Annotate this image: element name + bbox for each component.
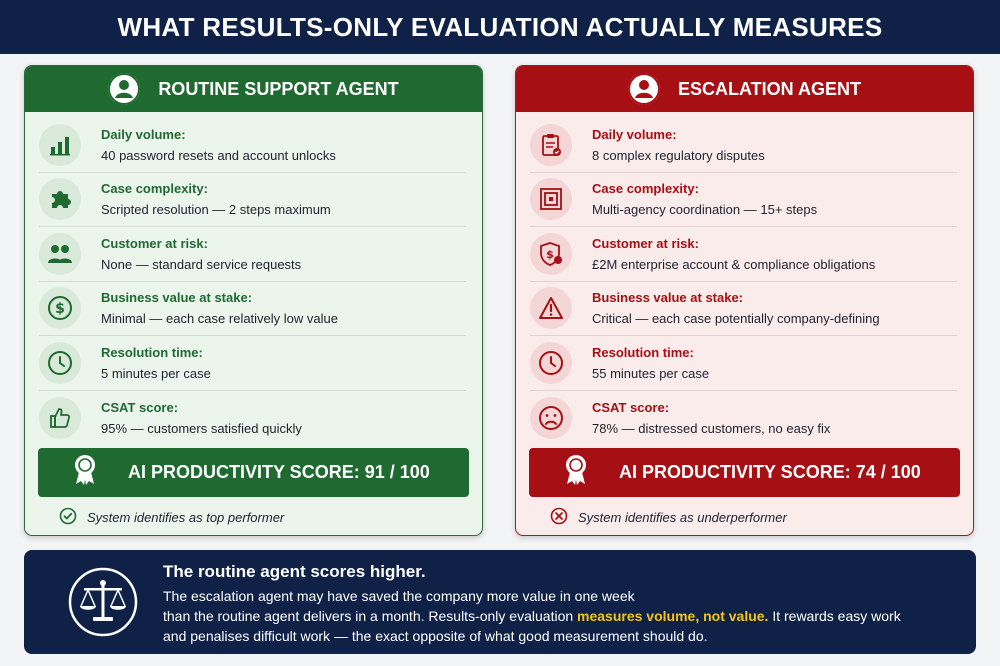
summary-line-1: The escalation agent may have saved the … bbox=[163, 588, 635, 604]
row-label: Daily volume: bbox=[592, 126, 677, 142]
escalation-verdict-text: System identifies as underperformer bbox=[578, 510, 787, 525]
summary-line-2-before: than the routine agent delivers in a mon… bbox=[163, 608, 578, 624]
shield-dollar-icon: $ bbox=[530, 232, 572, 275]
routine-agent-panel: ROUTINE SUPPORT AGENT Daily volume: 40 p… bbox=[24, 65, 483, 536]
escalation-panel-title: ESCALATION AGENT bbox=[678, 78, 861, 99]
row-value: None — standard service requests bbox=[101, 256, 302, 272]
row-value: £2M enterprise account & compliance obli… bbox=[592, 256, 876, 272]
row-label: Resolution time: bbox=[101, 344, 203, 360]
svg-text:$: $ bbox=[55, 301, 65, 317]
award-ribbon-icon bbox=[72, 454, 98, 491]
escalation-row-daily-volume: Daily volume: 8 complex regulatory dispu… bbox=[530, 118, 957, 173]
row-value: 40 password resets and account unlocks bbox=[101, 147, 336, 163]
summary-copy: The routine agent scores higher. The esc… bbox=[163, 562, 963, 646]
routine-verdict: System identifies as top performer bbox=[59, 507, 284, 528]
row-value: Critical — each case potentially company… bbox=[592, 311, 880, 327]
people-icon bbox=[39, 232, 81, 275]
routine-row-daily-volume: Daily volume: 40 password resets and acc… bbox=[39, 118, 466, 173]
escalation-verdict: System identifies as underperformer bbox=[550, 507, 787, 528]
row-label: Daily volume: bbox=[101, 126, 186, 142]
user-avatar-icon bbox=[628, 73, 660, 105]
row-value: Scripted resolution — 2 steps maximum bbox=[101, 202, 331, 218]
summary-highlight: measures volume, not value. bbox=[577, 608, 769, 624]
routine-score-text: AI PRODUCTIVITY SCORE: 91 / 100 bbox=[128, 462, 430, 482]
row-label: Customer at risk: bbox=[592, 235, 699, 251]
routine-row-business-value: $ Business value at stake: Minimal — eac… bbox=[39, 282, 466, 336]
check-circle-icon bbox=[59, 507, 77, 528]
x-circle-icon bbox=[550, 507, 568, 528]
row-value: 5 minutes per case bbox=[101, 365, 211, 381]
routine-row-customer-at-risk: Customer at risk: None — standard servic… bbox=[39, 227, 466, 282]
routine-score-banner: AI PRODUCTIVITY SCORE: 91 / 100 bbox=[38, 448, 469, 497]
row-label: CSAT score: bbox=[592, 399, 670, 415]
routine-row-resolution-time: Resolution time: 5 minutes per case bbox=[39, 336, 466, 391]
summary-line-3: and penalises difficult work — the exact… bbox=[163, 628, 708, 644]
award-ribbon-icon bbox=[563, 454, 589, 491]
row-label: Resolution time: bbox=[592, 344, 694, 360]
routine-row-case-complexity: Case complexity: Scripted resolution — 2… bbox=[39, 173, 466, 227]
thumbs-up-icon bbox=[39, 396, 81, 439]
dollar-icon: $ bbox=[39, 287, 81, 330]
row-label: Customer at risk: bbox=[101, 235, 208, 251]
svg-text:$: $ bbox=[546, 248, 554, 261]
row-value: 95% — customers satisfied quickly bbox=[101, 420, 302, 436]
routine-panel-header: ROUTINE SUPPORT AGENT bbox=[25, 66, 482, 112]
maze-icon bbox=[530, 178, 572, 221]
row-value: Multi-agency coordination — 15+ steps bbox=[592, 202, 818, 218]
row-value: 55 minutes per case bbox=[592, 365, 710, 381]
routine-panel-title: ROUTINE SUPPORT AGENT bbox=[158, 78, 399, 99]
title-bar: WHAT RESULTS-ONLY EVALUATION ACTUALLY ME… bbox=[0, 0, 1000, 54]
escalation-row-case-complexity: Case complexity: Multi-agency coordinati… bbox=[530, 173, 957, 227]
escalation-score-banner: AI PRODUCTIVITY SCORE: 74 / 100 bbox=[529, 448, 960, 497]
row-value: 8 complex regulatory disputes bbox=[592, 147, 765, 163]
row-value: 78% — distressed customers, no easy fix bbox=[592, 420, 831, 436]
row-label: Case complexity: bbox=[592, 181, 699, 197]
escalation-row-csat: CSAT score: 78% — distressed customers, … bbox=[530, 391, 957, 446]
escalation-row-resolution-time: Resolution time: 55 minutes per case bbox=[530, 336, 957, 391]
escalation-score-text: AI PRODUCTIVITY SCORE: 74 / 100 bbox=[619, 462, 921, 482]
scales-of-justice-icon bbox=[68, 567, 138, 637]
row-label: CSAT score: bbox=[101, 399, 179, 415]
row-label: Business value at stake: bbox=[592, 290, 744, 306]
bar-chart-icon bbox=[39, 123, 81, 166]
routine-row-csat: CSAT score: 95% — customers satisfied qu… bbox=[39, 391, 466, 446]
summary-heading: The routine agent scores higher. bbox=[163, 562, 426, 581]
escalation-agent-panel: ESCALATION AGENT Daily volume: 8 complex… bbox=[515, 65, 974, 536]
clock-icon bbox=[530, 341, 572, 384]
row-label: Case complexity: bbox=[101, 181, 208, 197]
user-avatar-icon bbox=[108, 73, 141, 105]
escalation-row-business-value: Business value at stake: Critical — each… bbox=[530, 282, 957, 336]
page-title: WHAT RESULTS-ONLY EVALUATION ACTUALLY ME… bbox=[117, 11, 883, 42]
sad-face-icon bbox=[530, 396, 572, 439]
row-label: Business value at stake: bbox=[101, 290, 253, 306]
escalation-row-customer-at-risk: $ Customer at risk: £2M enterprise accou… bbox=[530, 227, 957, 282]
summary-banner: The routine agent scores higher. The esc… bbox=[24, 550, 976, 654]
row-value: Minimal — each case relatively low value bbox=[101, 311, 338, 327]
warning-icon bbox=[530, 287, 572, 330]
clock-icon bbox=[39, 341, 81, 384]
routine-verdict-text: System identifies as top performer bbox=[87, 510, 285, 525]
escalation-panel-header: ESCALATION AGENT bbox=[516, 66, 973, 112]
summary-line-2-after: It rewards easy work bbox=[768, 608, 901, 624]
summary-body: The escalation agent may have saved the … bbox=[163, 586, 963, 646]
clipboard-icon bbox=[530, 123, 572, 166]
puzzle-icon bbox=[39, 178, 81, 221]
